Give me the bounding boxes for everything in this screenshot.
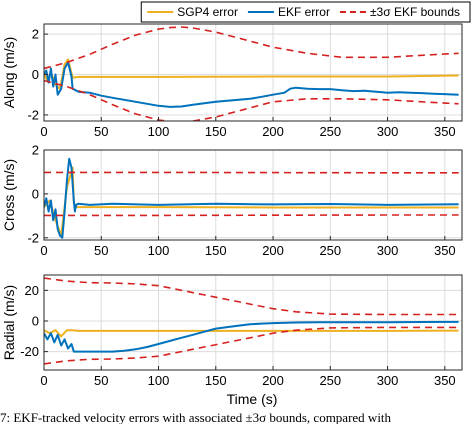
series-line-sgp4-error xyxy=(44,330,459,336)
x-tick-label: 350 xyxy=(434,373,456,388)
x-tick-label: 300 xyxy=(377,373,399,388)
legend-label-ekf: EKF error xyxy=(278,5,330,19)
x-tick-label: 250 xyxy=(319,373,341,388)
legend: SGP4 error EKF error ±3σ EKF bounds xyxy=(141,2,470,22)
series-line-3 xyxy=(44,27,459,69)
y-tick-label: 20 xyxy=(25,283,39,298)
legend-label-sgp4: SGP4 error xyxy=(177,5,238,19)
axes-box xyxy=(44,150,462,240)
y-tick-label: -2 xyxy=(27,107,39,122)
y-axis-label: Cross (m/s) xyxy=(1,159,17,231)
x-tick-label: 100 xyxy=(148,243,170,258)
y-tick-label: 2 xyxy=(32,143,39,158)
series-line-3 xyxy=(44,327,459,364)
x-tick-label: 350 xyxy=(434,243,456,258)
x-tick-label: 50 xyxy=(94,373,108,388)
series-line-3 xyxy=(44,81,459,122)
x-tick-label: 0 xyxy=(40,243,47,258)
y-tick-label: 0 xyxy=(32,313,39,328)
y-tick-label: 0 xyxy=(32,67,39,82)
x-tick-label: 150 xyxy=(205,243,227,258)
x-tick-label: 50 xyxy=(94,243,108,258)
x-tick-label: 200 xyxy=(262,124,284,139)
x-tick-label: 200 xyxy=(262,243,284,258)
x-tick-label: 250 xyxy=(319,243,341,258)
legend-label-bounds: ±3σ EKF bounds xyxy=(370,5,460,19)
x-tick-label: 50 xyxy=(94,124,108,139)
y-tick-label: 0 xyxy=(32,186,39,201)
x-tick-label: 0 xyxy=(40,373,47,388)
x-axis-label: Time (s) xyxy=(227,391,278,407)
series-line-ekf-error xyxy=(44,159,459,238)
series-line-3 xyxy=(44,278,459,314)
x-tick-label: 200 xyxy=(262,373,284,388)
y-axis-label: Along (m/s) xyxy=(1,37,17,109)
x-tick-label: 300 xyxy=(377,124,399,139)
x-tick-label: 100 xyxy=(148,373,170,388)
y-tick-label: -20 xyxy=(20,344,39,359)
series-line-sgp4-error xyxy=(44,168,459,236)
x-tick-label: 250 xyxy=(319,124,341,139)
x-tick-label: 350 xyxy=(434,124,456,139)
y-tick-label: -2 xyxy=(27,230,39,245)
y-axis-label: Radial (m/s) xyxy=(1,285,17,360)
x-tick-label: 150 xyxy=(205,373,227,388)
x-tick-label: 100 xyxy=(148,124,170,139)
figure-caption: 7: EKF-tracked velocity errors with asso… xyxy=(0,410,474,424)
x-tick-label: 150 xyxy=(205,124,227,139)
y-tick-label: 2 xyxy=(32,27,39,42)
x-tick-label: 300 xyxy=(377,243,399,258)
x-tick-label: 0 xyxy=(40,124,47,139)
